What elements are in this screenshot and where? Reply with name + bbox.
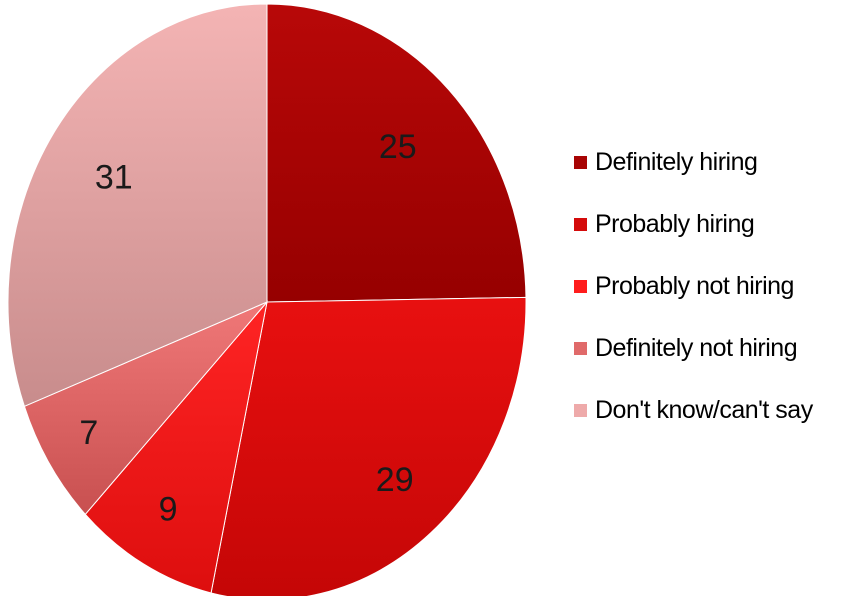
legend-item: Probably hiring [574, 208, 813, 240]
legend-label: Definitely not hiring [595, 333, 798, 362]
legend-label: Probably not hiring [595, 271, 794, 300]
legend-swatch [574, 403, 587, 417]
legend-swatch [574, 341, 587, 355]
legend: Definitely hiring Probably hiring Probably… [574, 146, 813, 456]
pie-slice-definitely-hiring [266, 3, 527, 303]
data-label: 31 [95, 159, 133, 197]
pie-slice-probably-hiring [210, 296, 527, 596]
legend-item: Don't know/can't say [574, 394, 813, 426]
legend-item: Definitely hiring [574, 146, 813, 178]
pie-slice-definitely-not-hiring [23, 301, 268, 516]
pie-slices [7, 3, 527, 596]
legend-item: Definitely not hiring [574, 332, 813, 364]
data-label: 29 [376, 461, 414, 499]
legend-swatch [574, 217, 587, 231]
legend-swatch [574, 279, 587, 293]
legend-item: Probably not hiring [574, 270, 813, 302]
data-label: 9 [159, 490, 178, 528]
legend-label: Definitely hiring [595, 147, 758, 176]
data-label: 7 [79, 414, 98, 452]
data-label: 25 [379, 128, 417, 166]
legend-label: Probably hiring [595, 209, 755, 238]
pie-data-labels: 25 29 9 7 31 [79, 128, 416, 528]
legend-label: Don't know/can't say [595, 395, 813, 424]
pie-slice-probably-not-hiring [84, 300, 268, 594]
pie-slice-don-t-know-can-t-say [7, 3, 268, 408]
legend-swatch [574, 155, 587, 169]
